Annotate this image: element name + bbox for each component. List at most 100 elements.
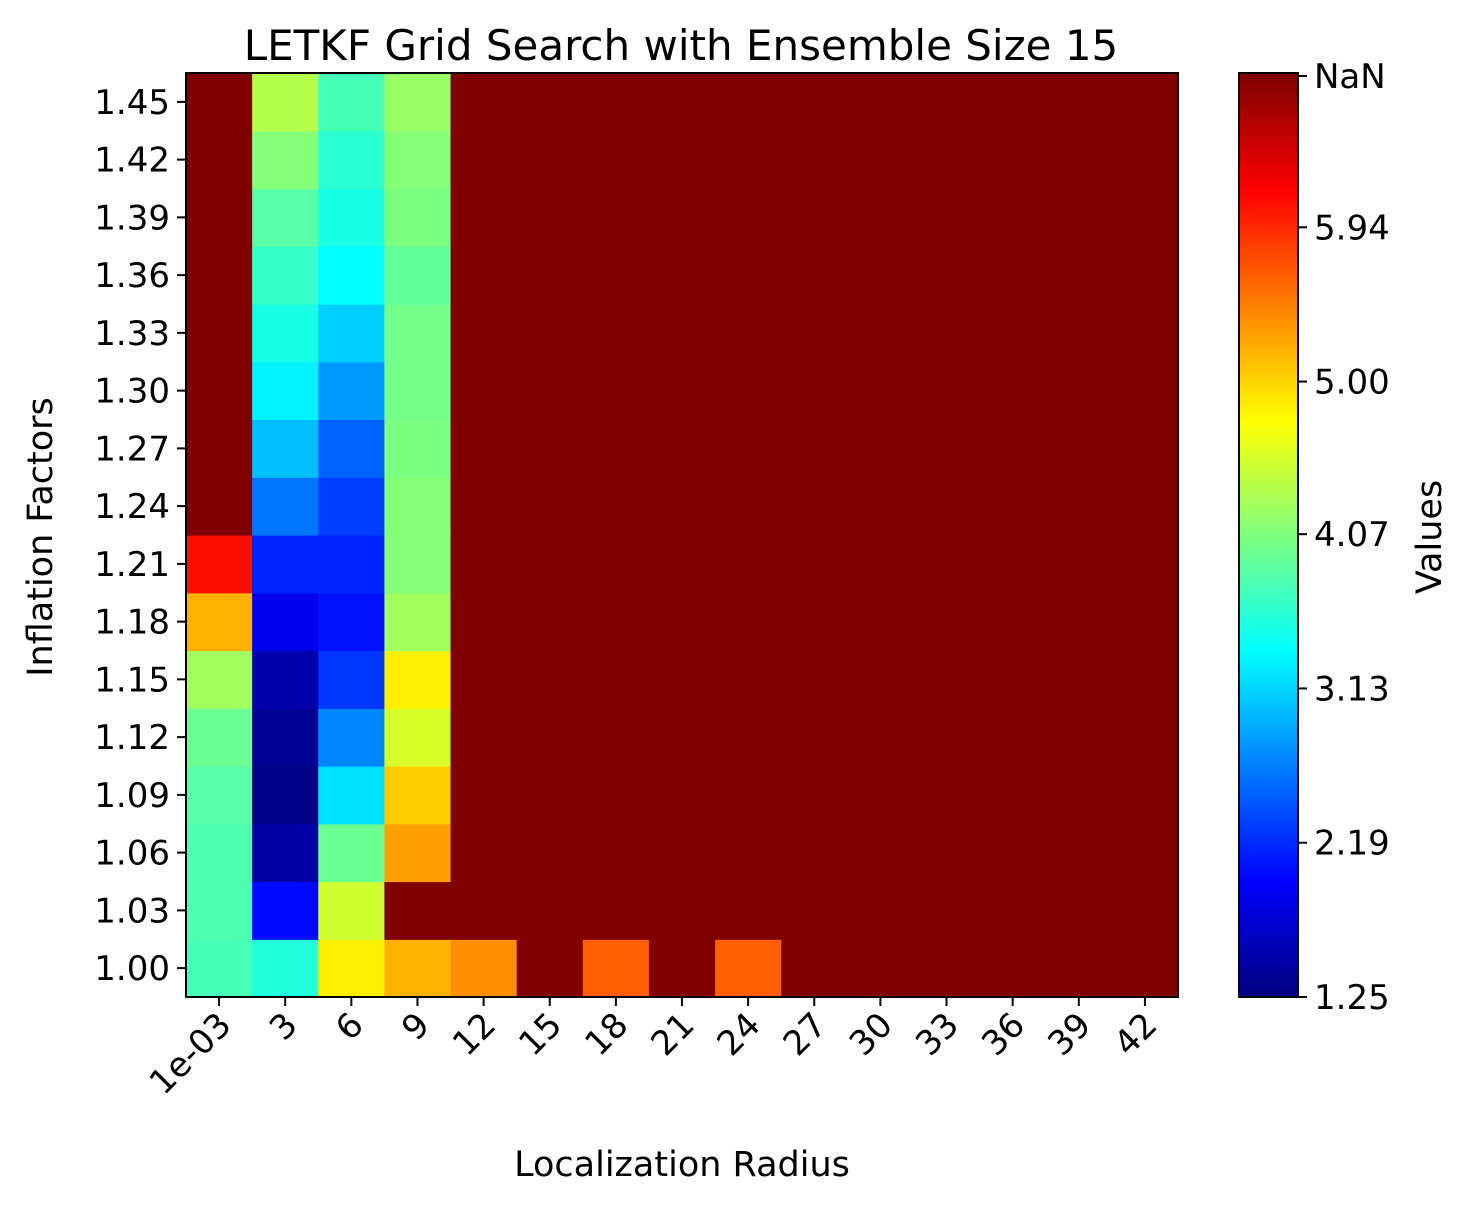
heatmap-cell (384, 823, 452, 883)
heatmap-cell (516, 304, 584, 363)
heatmap-cell (715, 592, 782, 652)
heatmap-cell (715, 766, 782, 825)
heatmap-cell (252, 592, 319, 652)
colorbar-segment (1239, 715, 1298, 721)
y-tick-label: 1.00 (94, 949, 170, 989)
heatmap-cell (913, 650, 981, 709)
heatmap-cell (1045, 939, 1113, 998)
heatmap-cell (715, 708, 782, 767)
heatmap-cell (847, 73, 915, 132)
colorbar-segment (1239, 681, 1298, 686)
colorbar-segment (1239, 369, 1298, 375)
colorbar-segment (1239, 165, 1298, 171)
colorbar-segment (1239, 985, 1298, 991)
heatmap-cell (516, 477, 584, 536)
heatmap-cell (913, 477, 981, 536)
colorbar-segment (1239, 84, 1298, 90)
heatmap-cell (913, 881, 981, 940)
colorbar-segment (1239, 454, 1298, 459)
colorbar-segment (1239, 123, 1298, 128)
colorbar-segment (1239, 746, 1298, 752)
heatmap-cell (450, 188, 518, 247)
colorbar-segment (1239, 246, 1298, 251)
heatmap-cell (781, 766, 848, 825)
colorbar-segment (1239, 111, 1298, 117)
colorbar-segment (1239, 923, 1298, 929)
colorbar-tick-label: 3.13 (1314, 669, 1390, 709)
heatmap-cells (186, 73, 1179, 998)
heatmap-cell (1045, 361, 1113, 421)
heatmap-cell (847, 592, 915, 652)
heatmap-cell (318, 650, 385, 709)
heatmap-cell (582, 939, 650, 998)
colorbar-segment (1239, 519, 1298, 525)
heatmap-cell (979, 130, 1047, 190)
colorbar-segment (1239, 858, 1298, 864)
heatmap-cell (847, 361, 915, 421)
colorbar-segment (1239, 789, 1298, 794)
colorbar-segment (1239, 469, 1298, 475)
colorbar-segment (1239, 427, 1298, 432)
colorbar-segment (1239, 354, 1298, 359)
colorbar-segment (1239, 211, 1298, 217)
heatmap-cell (1045, 881, 1113, 940)
y-tick-label: 1.36 (94, 256, 170, 296)
colorbar-segment (1239, 176, 1298, 182)
heatmap-cell (384, 361, 452, 421)
colorbar-segment (1239, 511, 1298, 517)
heatmap-cell (450, 477, 518, 536)
colorbar-segment (1239, 843, 1298, 848)
colorbar-segment (1239, 338, 1298, 344)
x-tick-label: 12 (445, 1005, 504, 1064)
heatmap-cell (1111, 246, 1179, 305)
heatmap-cell (781, 188, 848, 247)
heatmap-cell (1045, 823, 1113, 883)
colorbar-segment (1239, 531, 1298, 536)
heatmap-cell (648, 419, 716, 478)
heatmap-cell (979, 304, 1047, 363)
heatmap-cell (318, 766, 385, 825)
colorbar-segment (1239, 854, 1298, 860)
colorbar-segment (1239, 253, 1298, 259)
heatmap-cell (1111, 939, 1179, 998)
heatmap-cell (450, 708, 518, 767)
heatmap-cell (979, 73, 1047, 132)
colorbar-segment (1239, 184, 1298, 190)
colorbar-segment (1239, 269, 1298, 274)
heatmap-cell (186, 361, 253, 421)
colorbar-segment (1239, 130, 1298, 136)
colorbar-segment (1239, 192, 1298, 197)
heatmap-cell (1111, 188, 1179, 247)
colorbar-segment (1239, 689, 1298, 694)
heatmap-cell (1045, 130, 1113, 190)
heatmap-cell (384, 592, 452, 652)
colorbar-segment (1239, 850, 1298, 856)
colorbar-segment (1239, 196, 1298, 201)
y-tick-label: 1.21 (94, 545, 170, 585)
heatmap-cell (450, 304, 518, 363)
colorbar-segment (1239, 396, 1298, 402)
heatmap-cell (186, 708, 253, 767)
colorbar-segment (1239, 970, 1298, 975)
heatmap-cell (648, 939, 716, 998)
colorbar-segment (1239, 662, 1298, 667)
colorbar-segment (1239, 685, 1298, 690)
heatmap-cell (781, 73, 848, 132)
heatmap-cell (979, 766, 1047, 825)
heatmap-cell (318, 304, 385, 363)
colorbar-segment (1239, 723, 1298, 729)
colorbar-segment (1239, 719, 1298, 725)
heatmap-cell (648, 188, 716, 247)
colorbar-segment (1239, 869, 1298, 875)
colorbar-segment (1239, 927, 1298, 933)
colorbar-segment (1239, 650, 1298, 656)
colorbar-segment (1239, 146, 1298, 151)
colorbar-segment (1239, 954, 1298, 960)
colorbar-segment (1239, 80, 1298, 86)
heatmap-cell (715, 246, 782, 305)
x-tick-label: 36 (974, 1005, 1033, 1064)
colorbar-segment (1239, 877, 1298, 883)
heatmap-cell (186, 650, 253, 709)
colorbar-segment (1239, 188, 1298, 194)
heatmap-cell (1111, 708, 1179, 767)
